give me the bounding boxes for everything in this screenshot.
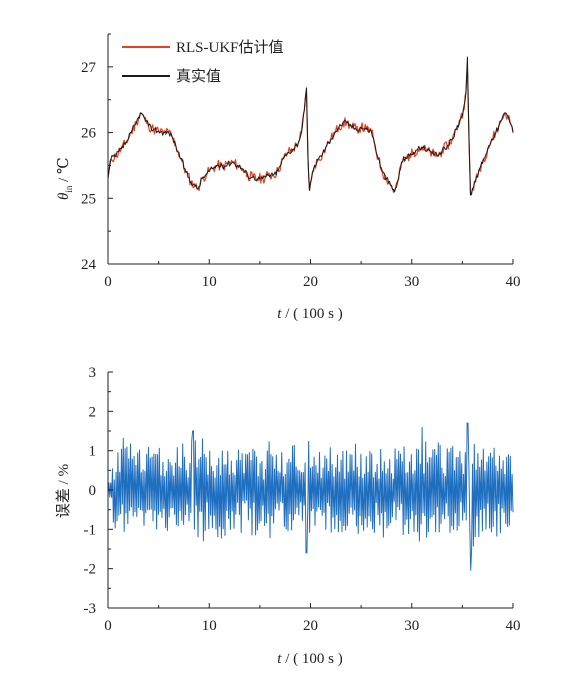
y-axis-label-bottom: 误差 / %: [55, 464, 72, 518]
top-x-tick-label: 40: [506, 274, 521, 290]
series-line-true-value: [107, 56, 514, 196]
ylabel-symbol: θ: [56, 192, 72, 200]
bottom-x-tick-label: 0: [104, 618, 112, 634]
temperature-axes: 0 10 20 30 40 24 25 26 27: [81, 33, 521, 290]
bottom-y-tick-label: 2: [89, 404, 97, 420]
y-axis-label-top: θin / ℃: [56, 157, 74, 200]
ylabel-subscript: in: [64, 185, 74, 193]
bottom-x-tick-label: 40: [506, 618, 521, 634]
top-x-tick-label: 0: [104, 274, 112, 290]
bottom-x-tick-label: 30: [404, 618, 419, 634]
bottom-y-tick-label: -2: [84, 562, 97, 578]
error-series-group: [107, 422, 514, 571]
bottom-x-tick-label: 20: [303, 618, 318, 634]
legend-label-estimate: RLS-UKF估计值: [176, 39, 284, 56]
top-x-tick-label: 20: [303, 274, 318, 290]
top-x-tick-label: 10: [202, 274, 217, 290]
x-axis-label-bottom: t / ( 100 s ): [277, 651, 342, 667]
chart-legend: RLS-UKF估计值 真实值: [122, 39, 284, 85]
bottom-y-tick-label: 1: [89, 444, 97, 460]
top-y-tick-label: 25: [81, 191, 96, 207]
xlabel-var-top: t: [277, 306, 282, 322]
bottom-y-tick-label: -1: [84, 522, 97, 538]
top-y-tick-label: 24: [81, 257, 97, 273]
bottom-y-tick-label: -3: [84, 601, 97, 617]
bottom-x-tick-label: 10: [202, 618, 217, 634]
ylabel-unit: / ℃: [56, 157, 72, 185]
xlabel-unit-bottom: / ( 100 s ): [281, 651, 342, 667]
xlabel-unit-top: / ( 100 s ): [281, 306, 342, 322]
error-chart: 0 10 20 30 40 -3 -2 -1 0 1 2 3 误差 / % t / ( 100 s ): [55, 365, 521, 667]
temperature-chart: 0 10 20 30 40 24 25 26 27 RLS-UKF估计值 真实值 θin / ℃…: [56, 33, 521, 322]
xlabel-var-bottom: t: [277, 651, 282, 667]
bottom-y-tick-label: 0: [89, 483, 97, 499]
top-y-tick-label: 27: [81, 60, 97, 76]
bottom-y-tick-label: 3: [89, 365, 97, 381]
series-line-rls-ukf-estimate: [107, 66, 514, 196]
top-x-tick-label: 30: [404, 274, 419, 290]
error-axes: 0 10 20 30 40 -3 -2 -1 0 1 2 3: [84, 365, 521, 634]
x-axis-label-top: t / ( 100 s ): [277, 306, 342, 322]
legend-label-true: 真实值: [176, 67, 221, 85]
top-y-tick-label: 26: [81, 126, 97, 142]
series-line-error: [107, 422, 514, 571]
temperature-series-group: [107, 56, 514, 196]
